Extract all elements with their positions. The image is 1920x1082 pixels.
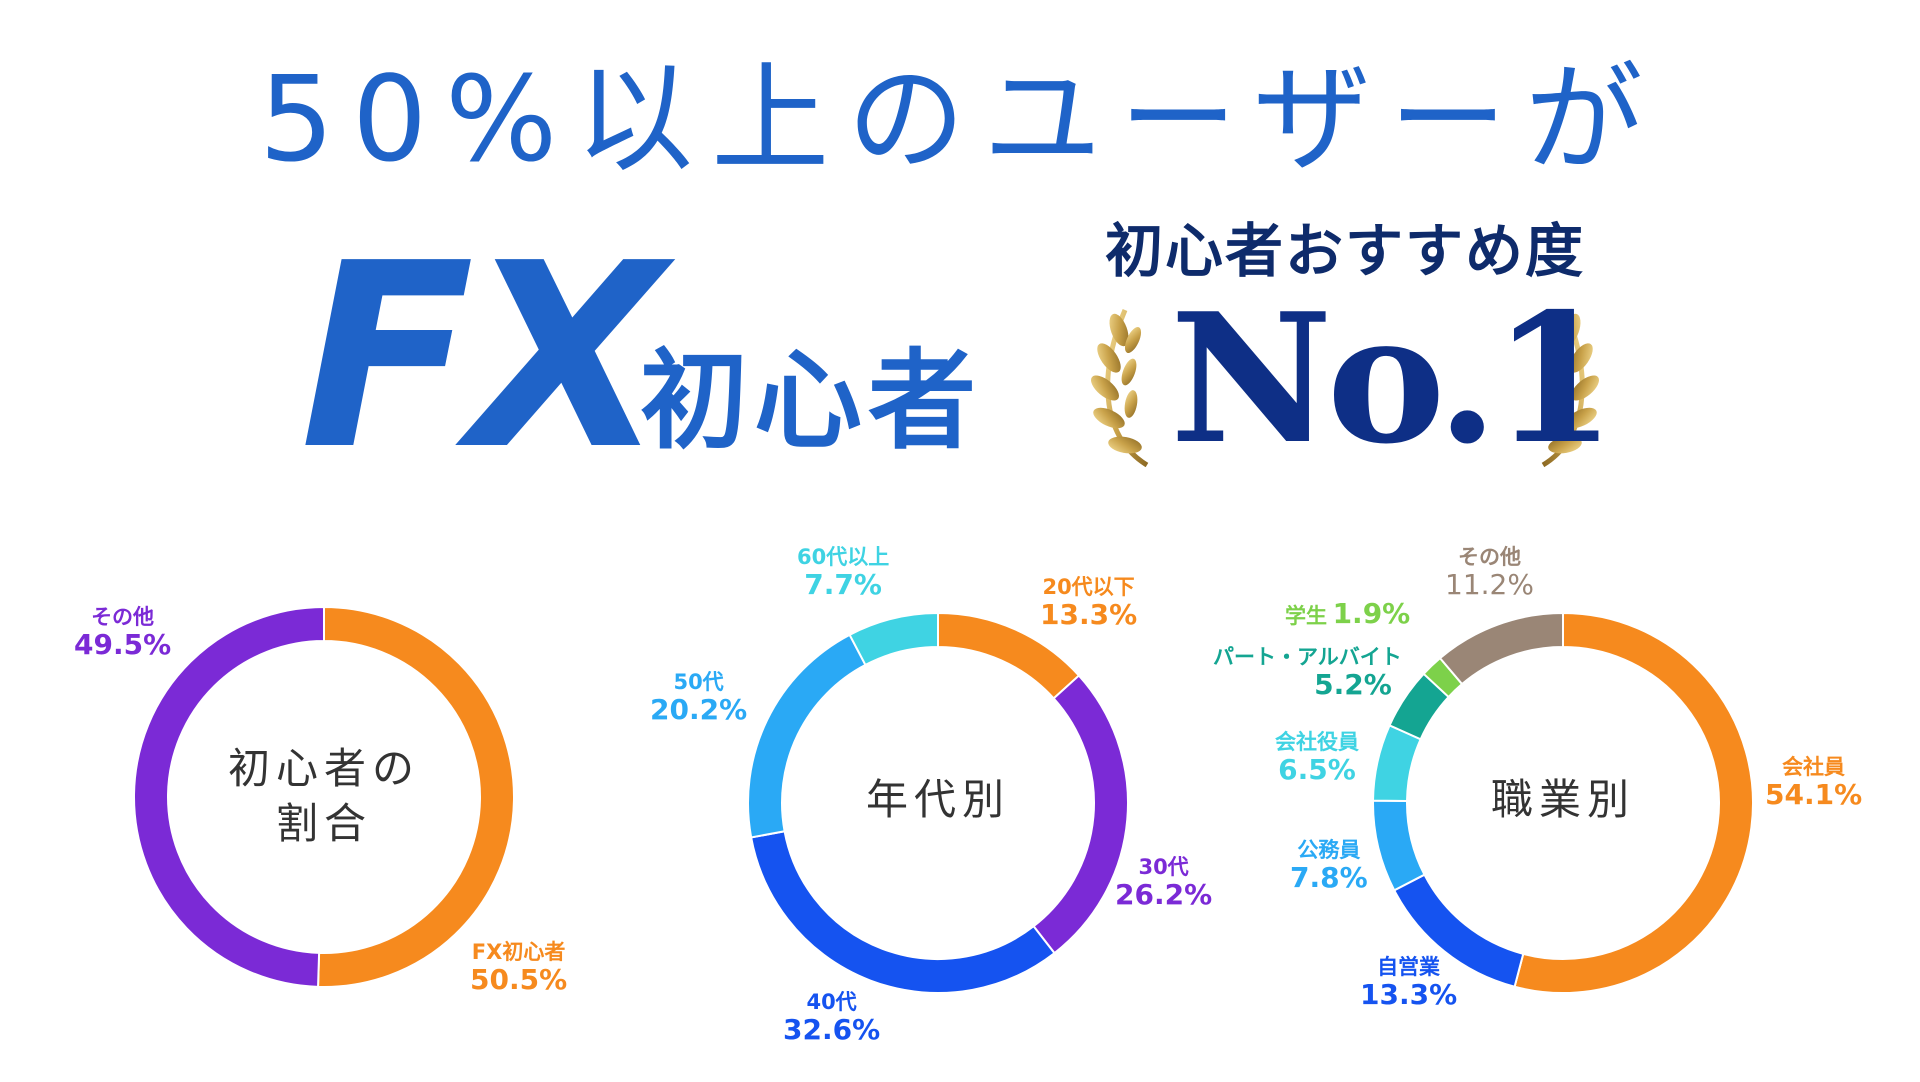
badge-rank: No.1 xyxy=(1170,274,1616,483)
donut-chart-svg xyxy=(1372,611,1754,994)
slice-value: 26.2% xyxy=(1115,878,1213,912)
badge-caption: 初心者おすすめ度 xyxy=(1104,217,1585,285)
slice-value: 13.3% xyxy=(1040,598,1138,632)
slice-name: FX初心者 xyxy=(471,940,566,964)
slice-value: 11.2% xyxy=(1445,568,1534,602)
slice-value: 1.9% xyxy=(1332,597,1411,630)
slice-value: 7.8% xyxy=(1290,861,1368,895)
slice-name: 40代 xyxy=(806,990,857,1014)
donut-slice-4 xyxy=(848,611,939,667)
chart-label-50s: 50代 20.2% xyxy=(650,670,747,726)
donut-chart-svg xyxy=(747,611,1129,994)
chart-label-employee: 会社員 54.1% xyxy=(1765,755,1862,811)
slice-value: 5.2% xyxy=(1314,668,1392,702)
fx-title: FX xyxy=(300,209,665,506)
slice-value: 20.2% xyxy=(650,693,748,727)
slice-name: 自営業 xyxy=(1377,955,1441,979)
slice-name: その他 xyxy=(91,605,155,629)
slice-name: 20代以下 xyxy=(1042,575,1135,599)
donut-slice-2 xyxy=(749,830,1056,994)
donut-chart-svg xyxy=(133,605,515,988)
donut-slice-1 xyxy=(133,605,325,988)
chart-label-other: その他 49.5% xyxy=(74,605,171,661)
slice-value: 32.6% xyxy=(783,1013,881,1047)
fx-subtitle: 初心者 xyxy=(640,339,983,464)
chart-label-student: 学生 1.9% xyxy=(1285,597,1411,630)
slice-name: 会社員 xyxy=(1782,755,1846,779)
donut-chart-beginner-ratio: 初心者の 割合 xyxy=(133,605,515,988)
slice-name: パート・アルバイト xyxy=(1213,645,1402,669)
chart-label-30s: 30代 26.2% xyxy=(1115,855,1212,911)
slice-name: 公務員 xyxy=(1297,838,1361,862)
chart-center-label: 初心者の 割合 xyxy=(174,742,474,851)
center-label-line1: 職業別 xyxy=(1490,775,1635,824)
chart-label-20s: 20代以下 13.3% xyxy=(1040,575,1137,631)
slice-name: 60代以上 xyxy=(797,545,890,569)
donut-chart-age: 年代別 xyxy=(747,611,1129,994)
slice-name: 学生 xyxy=(1285,604,1327,628)
center-label-line1: 年代別 xyxy=(865,775,1010,824)
chart-label-40s: 40代 32.6% xyxy=(783,990,880,1046)
slice-name: 会社役員 xyxy=(1275,730,1359,754)
laurel-right-icon xyxy=(1541,309,1600,468)
slice-value: 50.5% xyxy=(470,963,568,997)
donut-slice-0 xyxy=(317,605,515,988)
slice-value: 6.5% xyxy=(1278,753,1356,787)
donut-chart-occupation: 職業別 xyxy=(1372,611,1754,994)
slice-name: その他 xyxy=(1457,545,1521,569)
slice-value: 13.3% xyxy=(1360,978,1458,1012)
center-label-line1: 初心者の xyxy=(227,744,420,793)
chart-center-label: 職業別 xyxy=(1413,773,1713,828)
chart-label-part-time: パート・アルバイト 5.2% xyxy=(1213,645,1402,701)
chart-label-60s: 60代以上 7.7% xyxy=(797,545,889,601)
slice-name: 30代 xyxy=(1138,855,1189,879)
headline: 50%以上のユーザーが xyxy=(259,50,1661,188)
chart-label-self-employed: 自営業 13.3% xyxy=(1360,955,1457,1011)
chart-label-executive: 会社役員 6.5% xyxy=(1275,730,1359,786)
donut-slice-6 xyxy=(1438,611,1564,686)
slice-value: 7.7% xyxy=(804,568,882,602)
slice-value: 49.5% xyxy=(74,628,172,662)
chart-label-other-occupation: その他 11.2% xyxy=(1445,545,1534,601)
laurel-left-icon xyxy=(1090,309,1149,468)
chart-center-label: 年代別 xyxy=(788,773,1088,828)
chart-label-fx-beginner: FX初心者 50.5% xyxy=(470,940,567,996)
center-label-line2: 割合 xyxy=(275,798,372,848)
donut-slice-0 xyxy=(1513,611,1754,994)
chart-label-civil-servant: 公務員 7.8% xyxy=(1290,838,1368,894)
slice-value: 54.1% xyxy=(1765,778,1863,812)
slice-name: 50代 xyxy=(673,670,724,694)
